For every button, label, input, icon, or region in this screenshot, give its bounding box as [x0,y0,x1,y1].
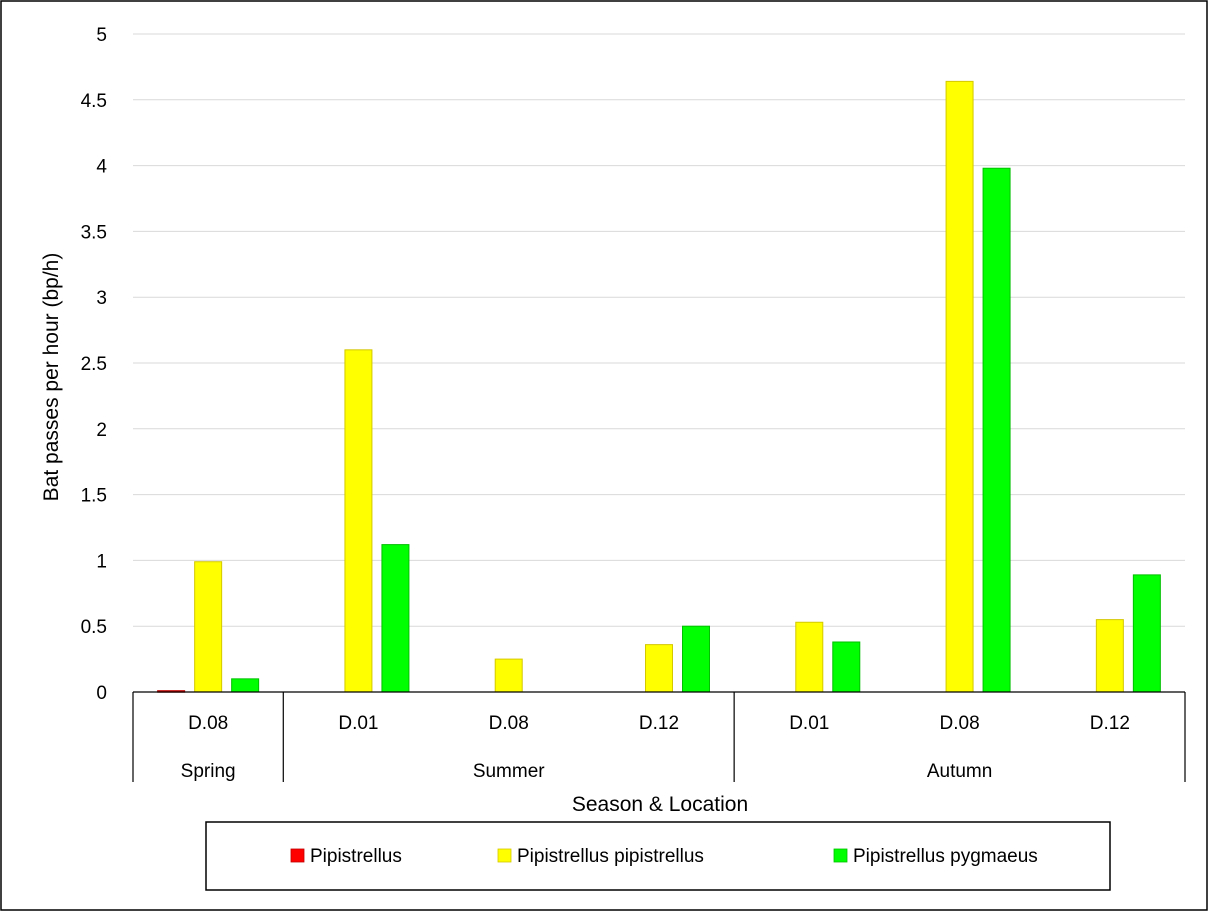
y-tick-label: 0 [96,683,107,704]
bar [645,644,673,693]
legend-swatch [290,848,305,863]
x-tick-label-season: Spring [181,761,236,782]
bar [795,621,824,693]
bar [344,349,373,693]
y-tick-label: 3.5 [81,222,107,243]
y-tick-label: 4.5 [81,91,107,112]
legend: Pipistrellus Pipistrellus pipistrellus Pip… [205,821,1111,891]
legend-items: Pipistrellus Pipistrellus pipistrellus Pip… [290,846,1038,867]
bars [157,80,1161,693]
bar [381,544,410,693]
x-axis: D.08 D.01 D.08 D.12 D.01 D.08 D.12 Spring Summer… [132,691,1186,782]
y-tick-label: 2.5 [81,354,107,375]
bar [494,658,523,693]
x-tick-label-location: D.08 [489,713,529,734]
bar [982,167,1011,693]
x-tick-label-season: Summer [473,761,545,782]
x-tick-label-location: D.08 [940,713,980,734]
y-tick-label: 5 [96,25,107,46]
legend-label: Pipistrellus pygmaeus [853,846,1038,867]
legend-label: Pipistrellus [310,846,402,867]
legend-box [205,821,1111,891]
x-tick-label-location: D.01 [338,713,378,734]
y-tick-label: 1.5 [81,486,107,507]
bar [945,80,974,693]
legend-swatch [497,848,512,863]
x-tick-label-season: Autumn [927,761,992,782]
legend-item: Pipistrellus pygmaeus [833,846,1038,867]
y-axis-title: Bat passes per hour (bp/h) [40,253,63,502]
legend-label: Pipistrellus pipistrellus [517,846,704,867]
bar [1095,619,1124,693]
bar [1132,574,1161,693]
x-tick-label-location: D.08 [188,713,228,734]
legend-swatch [833,848,848,863]
legend-item: Pipistrellus [290,846,402,867]
legend-item: Pipistrellus pipistrellus [497,846,704,867]
bar [194,561,223,693]
bar [682,625,710,693]
y-tick-label: 4 [96,157,107,178]
y-axis-tick-labels: 0 0.5 1 1.5 2 2.5 3 3.5 4 4.5 5 [81,25,108,704]
bar [231,678,260,693]
x-tick-label-location: D.12 [639,713,679,734]
x-tick-label-location: D.01 [789,713,829,734]
y-tick-label: 2 [96,420,107,441]
bar [832,641,861,693]
y-tick-label: 0.5 [81,617,107,638]
y-tick-label: 1 [96,551,107,572]
y-tick-label: 3 [96,288,107,309]
x-axis-title: Season & Location [572,793,748,816]
x-tick-label-location: D.12 [1090,713,1130,734]
